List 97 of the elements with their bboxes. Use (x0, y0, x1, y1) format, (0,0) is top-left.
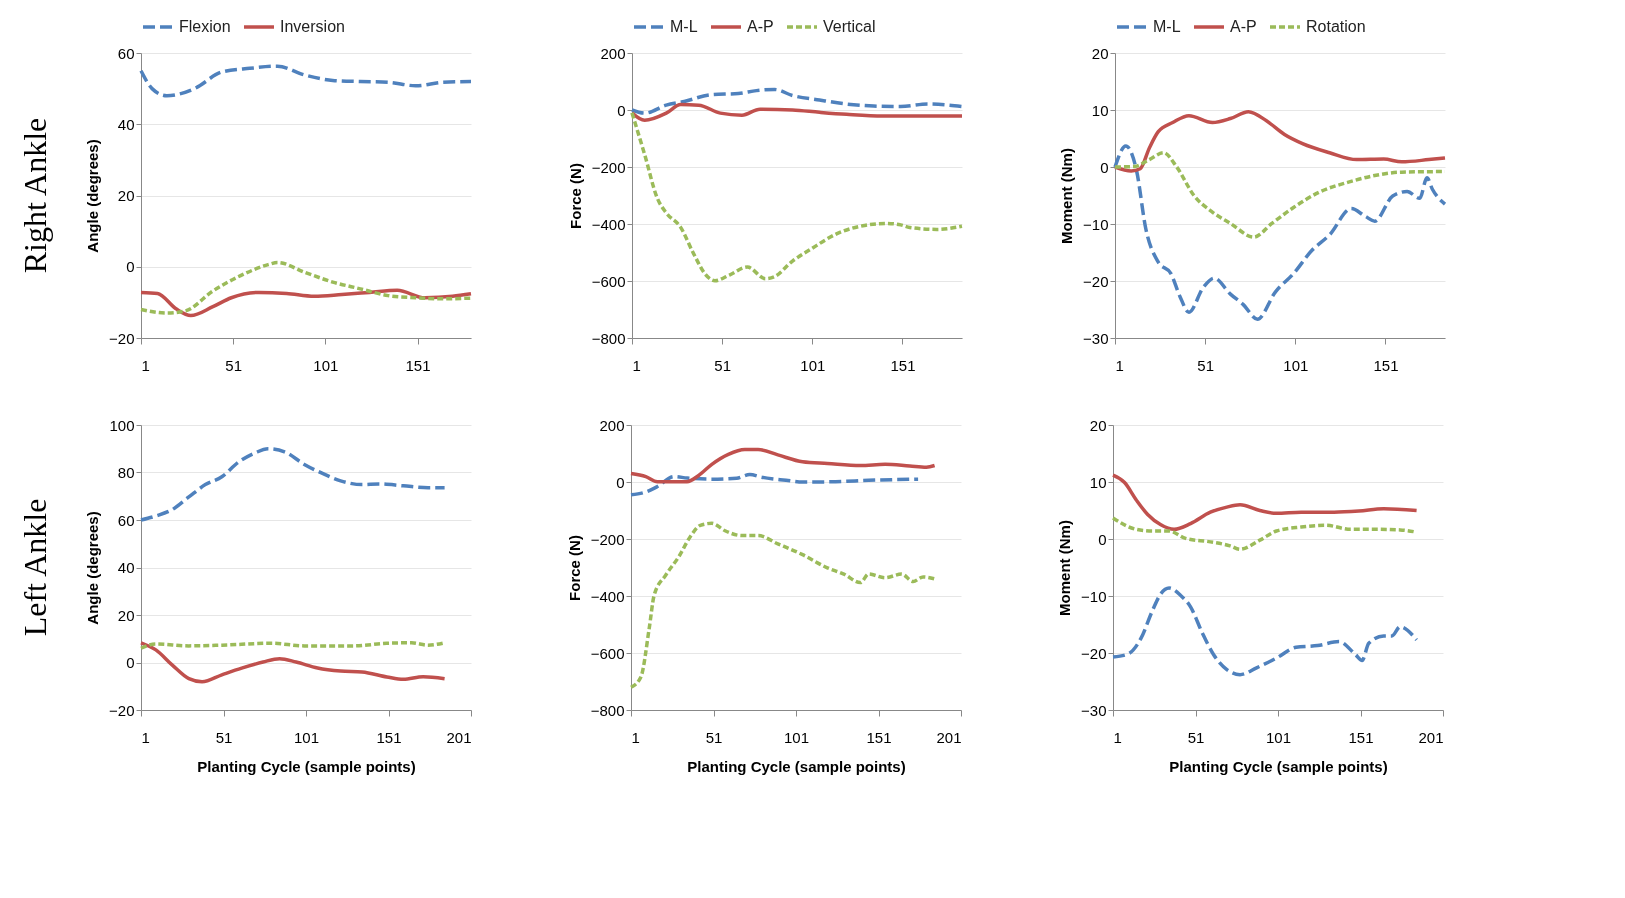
x-tick-label: 101 (1283, 356, 1309, 374)
y-tick-label: −600 (590, 644, 625, 662)
y-tick-label: 100 (109, 416, 135, 434)
y-tick-label: 200 (599, 416, 625, 434)
y-tick-label: −800 (590, 701, 625, 719)
y-axis-title: Moment (Nm) (1058, 148, 1076, 244)
y-tick-label: −400 (590, 587, 625, 605)
y-tick-label: −800 (591, 329, 626, 347)
y-tick-label: 60 (117, 511, 135, 529)
line-series (139, 288, 473, 318)
x-tick-label: 151 (890, 356, 916, 374)
x-tick-label: 101 (1265, 728, 1292, 746)
y-tick-label: 0 (617, 101, 626, 119)
line-series (139, 64, 473, 98)
x-tick-label: 1 (631, 728, 640, 746)
x-tick-label: 151 (376, 728, 402, 746)
x-tick-label: 101 (313, 356, 339, 374)
line-series (630, 102, 964, 123)
y-tick-label: 0 (126, 654, 135, 671)
y-tick-label: 40 (117, 115, 135, 133)
y-tick-label: −200 (591, 158, 626, 176)
y-tick-label: −10 (1083, 215, 1109, 233)
x-tick-label: 1 (1113, 728, 1122, 746)
y-tick-label: −10 (1081, 587, 1107, 605)
text: Right Ankle (17, 117, 53, 274)
line-series (139, 641, 447, 684)
legend-label: A-P (747, 18, 774, 35)
y-tick-label: 200 (600, 44, 626, 62)
y-tick-label: −200 (590, 530, 625, 548)
x-tick-label: 51 (225, 356, 243, 374)
text: Left Ankle (17, 498, 53, 637)
x-tick-label: 101 (800, 356, 826, 374)
legend-label: Inversion (280, 18, 345, 35)
legend-label: M-L (670, 18, 698, 35)
x-tick-label: 1 (1115, 356, 1124, 374)
y-tick-label: 0 (126, 258, 135, 276)
x-tick-label: 101 (293, 728, 320, 746)
line-series (1111, 586, 1419, 677)
x-tick-label: 101 (783, 728, 810, 746)
x-tick-label: 1 (141, 728, 150, 746)
y-tick-label: 20 (117, 606, 135, 624)
y-tick-label: −400 (591, 215, 626, 233)
x-tick-label: 201 (446, 728, 472, 746)
y-tick-label: −30 (1083, 329, 1109, 347)
y-axis-title: Force (N) (566, 163, 584, 229)
y-tick-label: 10 (1091, 101, 1109, 119)
x-tick-label: 51 (1197, 356, 1215, 374)
x-tick-label: 51 (705, 728, 723, 746)
y-axis-title: Force (N) (565, 535, 583, 601)
x-tick-label: 151 (1373, 356, 1399, 374)
x-tick-label: 151 (866, 728, 892, 746)
y-axis-title: Angle (degrees) (84, 511, 102, 625)
line-series (629, 521, 937, 689)
x-axis-title: Planting Cycle (sample points) (1169, 757, 1388, 775)
y-tick-label: −20 (109, 701, 135, 719)
y-tick-label: 20 (1091, 44, 1109, 62)
x-tick-label: 51 (215, 728, 233, 746)
x-tick-label: 1 (632, 356, 641, 374)
y-tick-label: 40 (117, 559, 135, 576)
legend-label: Flexion (179, 18, 231, 35)
y-tick-label: 80 (117, 464, 135, 481)
y-tick-label: 10 (1089, 473, 1107, 491)
x-tick-label: 201 (936, 728, 962, 746)
legend-label: M-L (1153, 18, 1181, 35)
y-tick-label: −600 (591, 272, 626, 290)
x-tick-label: 1 (141, 356, 150, 374)
line-series (1111, 473, 1419, 532)
legend-label: Vertical (823, 18, 876, 35)
y-tick-label: 0 (616, 473, 625, 491)
y-tick-label: 60 (117, 44, 135, 62)
x-axis-title: Planting Cycle (sample points) (197, 757, 416, 775)
legend-label: Rotation (1306, 18, 1366, 35)
y-tick-label: 0 (1098, 530, 1107, 548)
x-tick-label: 201 (1418, 728, 1444, 746)
x-axis-title: Planting Cycle (sample points) (687, 757, 906, 775)
line-series (1113, 109, 1447, 173)
line-series (1113, 144, 1447, 321)
line-series (139, 447, 447, 522)
legend-label: A-P (1230, 18, 1257, 35)
line-series (630, 111, 964, 283)
line-series (629, 472, 920, 497)
y-tick-label: 20 (117, 187, 135, 204)
line-series (630, 87, 964, 115)
y-tick-label: −20 (1081, 644, 1107, 662)
y-tick-label: −20 (109, 329, 135, 347)
y-axis-title: Moment (Nm) (1056, 520, 1074, 616)
x-tick-label: 151 (405, 356, 431, 374)
y-tick-label: 0 (1100, 158, 1109, 176)
y-axis-title: Angle (degrees) (84, 139, 102, 253)
x-tick-label: 51 (714, 356, 732, 374)
y-tick-label: 20 (1089, 416, 1107, 434)
line-series (629, 447, 937, 484)
y-tick-label: −20 (1083, 272, 1109, 290)
y-tick-label: −30 (1081, 701, 1107, 719)
line-series (139, 260, 473, 315)
x-tick-label: 51 (1187, 728, 1205, 746)
x-tick-label: 151 (1348, 728, 1374, 746)
